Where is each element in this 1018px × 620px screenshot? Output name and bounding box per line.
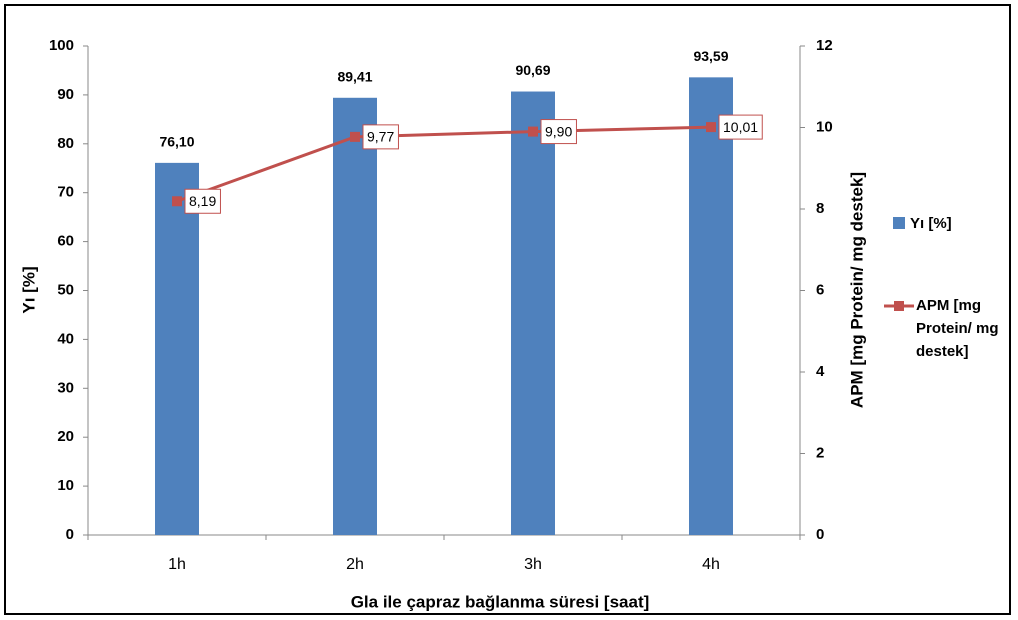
line-marker xyxy=(706,122,716,133)
line-value-label: 9,90 xyxy=(545,123,572,139)
legend-label: Yı [%] xyxy=(910,215,952,232)
y-tick-label: 70 xyxy=(57,184,74,201)
value-label-box xyxy=(184,188,221,214)
bar-value-label: 89,41 xyxy=(337,68,372,84)
x-tick-label: 1h xyxy=(168,556,186,573)
bar xyxy=(511,91,555,535)
x-tick-label: 4h xyxy=(702,556,720,573)
line-marker xyxy=(172,196,182,207)
bar-value-label: 93,59 xyxy=(693,48,728,64)
bar xyxy=(155,162,199,535)
y-tick-label: 90 xyxy=(57,86,74,103)
line-marker xyxy=(350,131,360,142)
bar-value-label: 76,10 xyxy=(159,134,194,150)
line-value-label: 9,77 xyxy=(367,129,394,145)
y2-tick-label: 4 xyxy=(816,363,825,380)
line-value-label: 10,01 xyxy=(723,119,758,135)
line-value-label: 8,19 xyxy=(189,193,216,209)
bar-value-label: 90,69 xyxy=(515,62,550,78)
y-tick-label: 80 xyxy=(57,135,74,152)
line-marker xyxy=(528,126,538,137)
y-tick-label: 30 xyxy=(57,379,74,396)
y2-tick-label: 2 xyxy=(816,444,824,461)
x-tick-label: 2h xyxy=(346,556,364,573)
y-tick-label: 100 xyxy=(49,37,74,54)
legend-swatch xyxy=(893,217,905,229)
value-label-box xyxy=(718,114,763,140)
y-tick-label: 20 xyxy=(57,428,74,445)
bar xyxy=(333,97,377,536)
y-tick-label: 10 xyxy=(57,477,74,494)
y-tick-label: 60 xyxy=(57,233,74,250)
y2-tick-label: 6 xyxy=(816,281,824,298)
y2-tick-label: 12 xyxy=(816,37,833,54)
value-label-box xyxy=(540,119,577,145)
y-tick-label: 50 xyxy=(57,281,74,298)
line xyxy=(176,125,712,203)
y2-tick-label: 10 xyxy=(816,118,833,135)
legend-marker xyxy=(894,301,904,311)
y-tick-label: 40 xyxy=(57,330,74,347)
x-axis-title: Gla ile çapraz bağlanma süresi [saat] xyxy=(351,592,650,611)
y2-tick-label: 8 xyxy=(816,200,824,217)
value-label-box xyxy=(362,124,399,150)
y2-axis-title: APM [mg Protein/ mg destek] xyxy=(847,172,866,408)
bar xyxy=(689,77,733,535)
x-tick-label: 3h xyxy=(524,556,542,573)
legend-label: APM [mg Protein/ mg destek] xyxy=(916,297,999,360)
y2-tick-label: 0 xyxy=(816,526,824,543)
y-axis-title: Yı [%] xyxy=(19,266,38,313)
y-tick-label: 0 xyxy=(66,526,74,543)
